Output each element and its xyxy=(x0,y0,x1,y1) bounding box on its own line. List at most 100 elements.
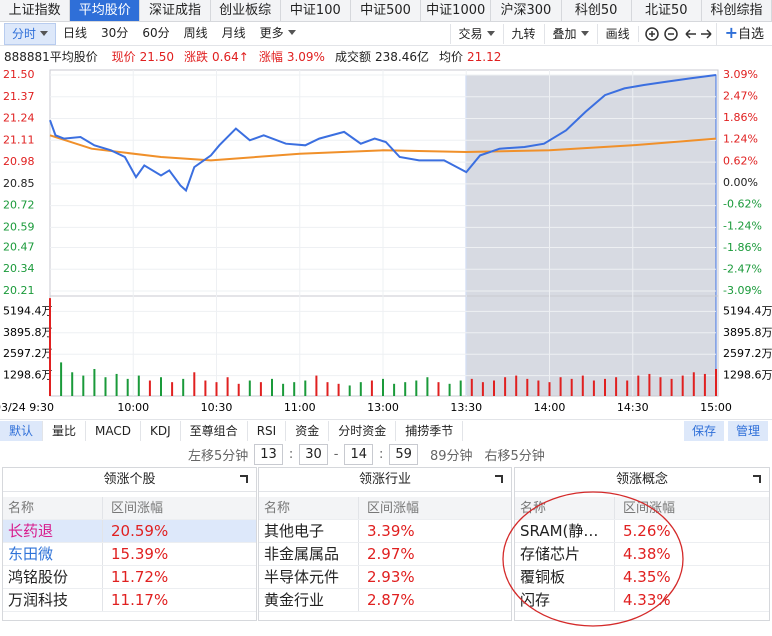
row-name: 黄金行业 xyxy=(259,589,359,611)
tool[interactable]: 叠加 xyxy=(543,23,597,44)
y-tick-label: 20.59 xyxy=(3,220,35,233)
period[interactable]: 更多 xyxy=(253,23,303,45)
volume-bar xyxy=(404,382,407,396)
volume-bar xyxy=(570,378,573,396)
start-minute[interactable]: 30 xyxy=(299,444,328,465)
vol-tick-label: 1298.6万 xyxy=(3,369,53,382)
info-label: 涨跌 xyxy=(184,50,209,64)
row-name: 非金属属品 xyxy=(259,543,359,565)
pct-tick-label: 1.86% xyxy=(723,111,758,124)
volume-bar xyxy=(337,383,340,396)
tab[interactable]: 中证500 xyxy=(351,0,422,21)
volume-bar xyxy=(204,380,207,396)
row-change: 2.97% xyxy=(367,545,415,563)
tab[interactable]: 深证成指 xyxy=(140,0,211,21)
pct-tick-label: 1.24% xyxy=(723,133,758,146)
indicator[interactable]: 捕捞季节 xyxy=(396,420,464,441)
panel-row[interactable]: SRAM(静… 5.26% xyxy=(515,520,769,543)
tab[interactable]: 北证50 xyxy=(632,0,702,21)
tab[interactable]: 科创50 xyxy=(562,0,632,21)
start-hour[interactable]: 13 xyxy=(254,444,283,465)
end-minute[interactable]: 59 xyxy=(389,444,418,465)
y-tick-label: 20.47 xyxy=(3,240,35,253)
period[interactable]: 日线 xyxy=(63,25,88,40)
shift-left[interactable]: 左移5分钟 xyxy=(188,449,249,464)
tab[interactable]: 中证100 xyxy=(281,0,351,21)
indicator[interactable]: 量比 xyxy=(43,420,87,441)
volume-bar xyxy=(359,382,362,396)
volume-bar xyxy=(526,378,529,396)
tab[interactable]: 上证指数 xyxy=(0,0,71,21)
period[interactable]: 60分 xyxy=(142,25,170,40)
tab[interactable]: 科创综指 xyxy=(702,0,772,21)
shift-right[interactable]: 右移5分钟 xyxy=(484,449,545,464)
volume-bar xyxy=(415,380,418,396)
volume-bar xyxy=(60,362,63,396)
price-line xyxy=(49,74,717,193)
action[interactable]: 管理 xyxy=(727,420,768,441)
column-change: 区间涨幅 xyxy=(111,501,164,516)
volume-bar xyxy=(437,382,440,396)
volume-bar xyxy=(559,377,562,396)
tool[interactable]: 交易 xyxy=(449,23,503,44)
expand-icon[interactable] xyxy=(240,475,248,483)
action[interactable]: 保存 xyxy=(683,420,724,441)
tool[interactable]: 画线 xyxy=(596,23,638,44)
panel-header: 领涨概念 xyxy=(515,468,769,492)
period[interactable]: 月线 xyxy=(221,25,246,40)
panel-row[interactable]: 存储芯片 4.38% xyxy=(515,543,769,566)
indicator[interactable]: MACD xyxy=(86,420,142,441)
panel-header: 领涨行业 xyxy=(259,468,511,492)
y-tick-label: 20.85 xyxy=(3,177,35,190)
info-label: 涨幅 xyxy=(258,50,283,64)
pct-tick-label: -2.47% xyxy=(723,262,762,275)
volume-bar xyxy=(448,383,451,396)
panel-row[interactable]: 东田微 15.39% xyxy=(3,543,256,566)
panel-row[interactable]: 覆铜板 4.35% xyxy=(515,566,769,589)
panel-row[interactable]: 黄金行业 2.87% xyxy=(259,589,511,612)
volume-bar xyxy=(104,377,107,396)
tab[interactable]: 中证1000 xyxy=(421,0,492,21)
period[interactable]: 周线 xyxy=(183,25,208,40)
indicator[interactable]: 至尊组合 xyxy=(181,420,248,441)
volume-bar xyxy=(370,380,373,396)
pct-tick-label: -3.09% xyxy=(723,284,762,297)
tab[interactable]: 平均股价 xyxy=(70,0,141,21)
expand-icon[interactable] xyxy=(753,475,761,483)
add-watch[interactable]: +自选 xyxy=(715,22,772,45)
panel-row[interactable]: 其他电子 3.39% xyxy=(259,520,511,543)
end-hour[interactable]: 14 xyxy=(344,444,374,465)
vol-tick-label: 2597.2万 xyxy=(3,347,53,360)
panel-row[interactable]: 万润科技 11.17% xyxy=(3,589,256,612)
volume-bar xyxy=(626,380,629,396)
info-value: 238.46亿 xyxy=(374,50,429,64)
indicator[interactable]: 资金 xyxy=(286,420,330,441)
info-label: 现价 xyxy=(111,50,136,64)
pct-tick-label: 0.62% xyxy=(723,154,758,167)
panel-row[interactable]: 鸿铭股份 11.72% xyxy=(3,566,256,589)
tab[interactable]: 创业板综 xyxy=(211,0,281,21)
panel-row[interactable]: 闪存 4.33% xyxy=(515,589,769,612)
indicator[interactable]: KDJ xyxy=(141,420,181,441)
panel: 领涨概念 名称 区间涨幅 SRAM(静… 5.26% 存储芯片 4.38% 覆铜板 4.35% 闪… xyxy=(514,467,770,621)
period[interactable]: 30分 xyxy=(101,25,129,40)
expand-icon[interactable] xyxy=(495,475,503,483)
panel-row[interactable]: 长药退 20.59% xyxy=(3,520,256,543)
x-tick-label: 15:00 xyxy=(700,401,732,414)
tab[interactable]: 沪深300 xyxy=(491,0,562,21)
panel-row[interactable]: 半导体元件 2.93% xyxy=(259,566,511,589)
volume-bar xyxy=(182,378,185,396)
volume-bar xyxy=(537,380,540,396)
indicator[interactable]: 默认 xyxy=(0,420,44,441)
indicator[interactable]: RSI xyxy=(248,420,287,441)
row-change: 20.59% xyxy=(111,522,169,540)
zoom-icons[interactable] xyxy=(637,25,716,42)
tool[interactable]: 九转 xyxy=(502,23,544,44)
volume-bar xyxy=(326,382,329,396)
indicator[interactable]: 分时资金 xyxy=(329,420,397,441)
period[interactable]: 分时 xyxy=(4,22,57,45)
panel-row[interactable]: 非金属属品 2.97% xyxy=(259,543,511,566)
volume-bar xyxy=(148,380,151,396)
column-change: 区间涨幅 xyxy=(623,501,676,516)
volume-bar xyxy=(49,298,51,396)
